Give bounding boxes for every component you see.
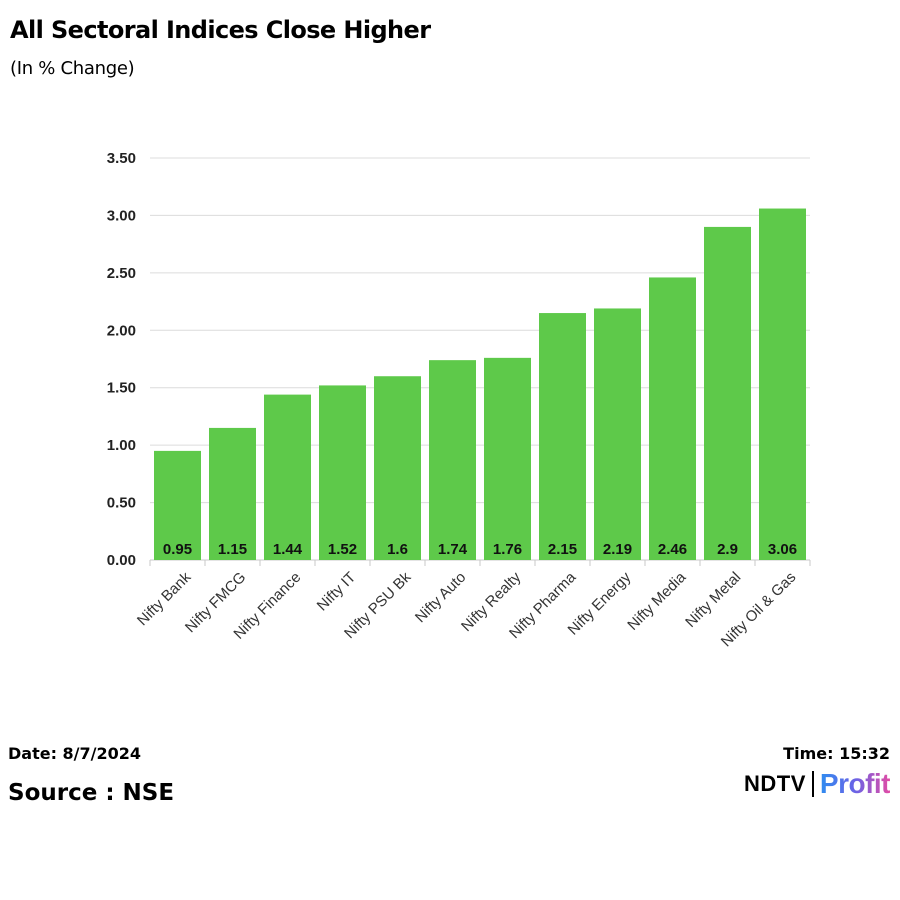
logo-ndtv-text: NDTV xyxy=(744,771,806,796)
y-tick-label: 0.00 xyxy=(107,552,136,569)
source-label: Source : NSE xyxy=(8,780,175,806)
data-label: 0.95 xyxy=(163,541,192,558)
y-tick-label: 2.00 xyxy=(107,322,136,339)
y-tick-label: 2.50 xyxy=(107,265,136,282)
data-label: 1.76 xyxy=(493,541,522,558)
bar xyxy=(759,208,806,560)
bar xyxy=(539,313,586,560)
y-tick-label: 1.50 xyxy=(107,380,136,397)
data-label: 2.9 xyxy=(717,541,738,558)
x-tick-label: Nifty Auto xyxy=(412,569,469,626)
data-label: 2.46 xyxy=(658,541,687,558)
y-tick-label: 1.00 xyxy=(107,437,136,454)
logo-profit-text: Profit xyxy=(819,768,891,799)
y-tick-label: 3.00 xyxy=(107,207,136,224)
data-label: 1.44 xyxy=(273,541,303,558)
data-label: 1.52 xyxy=(328,541,357,558)
data-label: 1.6 xyxy=(387,541,408,558)
chart-title: All Sectoral Indices Close Higher xyxy=(10,16,431,44)
data-label: 1.74 xyxy=(438,541,468,558)
data-label: 3.06 xyxy=(768,541,797,558)
y-tick-label: 3.50 xyxy=(107,150,136,167)
data-label: 2.15 xyxy=(548,541,577,558)
x-tick-label: Nifty Media xyxy=(624,568,690,634)
bar xyxy=(649,277,696,560)
time-label: Time: 15:32 xyxy=(783,744,890,763)
bar xyxy=(209,427,256,560)
bar xyxy=(374,376,421,560)
x-tick-label: Nifty IT xyxy=(314,569,360,615)
data-label: 1.15 xyxy=(218,541,247,558)
chart-subtitle: (In % Change) xyxy=(10,58,135,79)
y-tick-label: 0.50 xyxy=(107,495,136,512)
data-label: 2.19 xyxy=(603,541,632,558)
bar-chart: 0.00 0.50 1.00 1.50 2.00 2.50 3.00 3.50 0.95 Nift… xyxy=(107,150,811,650)
bar xyxy=(704,226,751,560)
ndtv-profit-logo: NDTV Profit xyxy=(744,768,891,800)
logo-separator xyxy=(811,771,814,797)
bar xyxy=(429,360,476,560)
bar xyxy=(154,450,201,560)
bar xyxy=(319,385,366,560)
bar xyxy=(484,357,531,560)
bar xyxy=(264,394,311,560)
date-label: Date: 8/7/2024 xyxy=(8,744,142,763)
bar xyxy=(594,308,641,560)
